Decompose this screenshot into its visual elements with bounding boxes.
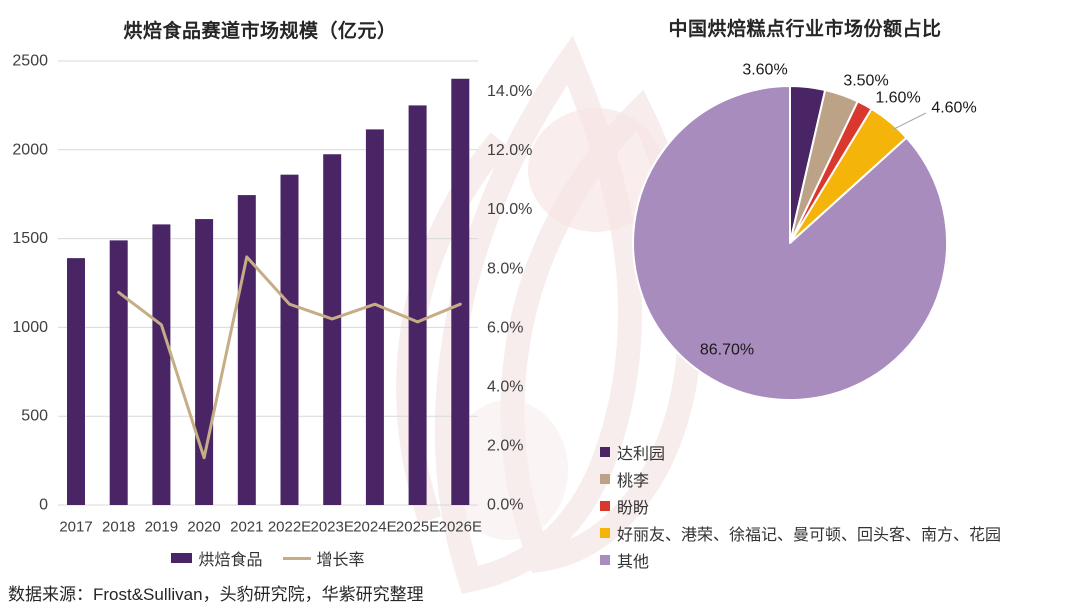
pie-legend-swatch xyxy=(600,474,610,484)
market-size-chart-title: 烘焙食品赛道市场规模（亿元） xyxy=(123,21,397,42)
market-share-pie-legend: 达利园桃李盼盼好丽友、港荣、徐福记、曼可顿、回头客、南方、花园 其他 xyxy=(600,441,1070,576)
x-axis-label: 2026E xyxy=(439,519,482,536)
pie-legend-item: 好丽友、港荣、徐福记、曼可顿、回头客、南方、花园 xyxy=(600,522,1070,544)
bar-2021 xyxy=(237,195,256,505)
x-axis-label: 2020 xyxy=(187,519,220,536)
pie-legend-label: 盼盼 xyxy=(617,500,650,517)
x-axis-label: 2022E xyxy=(268,519,311,536)
pie-legend-label: 桃李 xyxy=(617,473,650,490)
pie-percentage-label: 86.70% xyxy=(700,342,754,359)
pie-legend-label: 其他 xyxy=(617,554,650,571)
bar-2018 xyxy=(109,240,128,505)
x-axis-label: 2021 xyxy=(230,519,263,536)
pie-legend-swatch xyxy=(600,501,610,511)
pie-percentage-label: 4.60% xyxy=(931,100,976,117)
legend-item-bar-series: 烘焙食品 xyxy=(171,546,263,570)
x-axis-label: 2019 xyxy=(145,519,178,536)
x-axis-label: 2024E xyxy=(353,519,396,536)
pie-legend-item: 桃李 xyxy=(600,468,1070,490)
pie-legend-item: 达利园 xyxy=(600,441,1070,463)
y-axis-tick-label: 2000 xyxy=(12,141,48,158)
pie-legend-label: 好丽友、港荣、徐福记、曼可顿、回头客、南方、花园 xyxy=(617,527,1002,544)
x-axis-label: 2018 xyxy=(102,519,135,536)
pie-legend-item: 其他 xyxy=(600,549,1070,571)
bar-2024E xyxy=(365,129,384,505)
pie-legend-swatch xyxy=(600,447,610,457)
growth-axis-tick-label: 0.0% xyxy=(487,497,523,514)
growth-axis-tick-label: 6.0% xyxy=(487,319,523,336)
pie-legend-swatch xyxy=(600,528,610,538)
growth-axis-tick-label: 8.0% xyxy=(487,260,523,277)
y-axis-tick-label: 0 xyxy=(39,497,48,514)
bar-2023E xyxy=(323,154,342,506)
market-size-combo-chart: 0 500 1000 1500 2000 2500 0.0% 2.0% 4.0% 6.0% 8.0%… xyxy=(12,53,532,536)
growth-axis-tick-label: 2.0% xyxy=(487,437,523,454)
bar-series-label: 烘焙食品 xyxy=(198,552,263,569)
x-axis-label: 2025E xyxy=(396,519,439,536)
bar-2017 xyxy=(67,258,85,505)
bar-2025E xyxy=(408,105,427,506)
bar-2022E xyxy=(280,174,299,505)
pie-legend-item: 盼盼 xyxy=(600,495,1070,517)
growth-rate-line xyxy=(117,255,462,460)
line-series-label: 增长率 xyxy=(316,552,365,569)
growth-axis-tick-label: 12.0% xyxy=(487,142,532,159)
y-axis-tick-label: 1500 xyxy=(12,230,48,247)
source-note: 数据来源：Frost&Sullivan，头豹研究院，华紫研究整理 xyxy=(8,585,424,604)
bar-2019 xyxy=(152,224,171,505)
market-share-pie-chart: 3.60% 3.50%1.60% 4.60% 86.70% xyxy=(632,62,977,401)
pie-percentage-label: 1.60% xyxy=(875,90,920,107)
market-size-chart-legend: 烘焙食品 增长率 xyxy=(58,546,478,570)
legend-item-line-series: 增长率 xyxy=(282,546,365,570)
growth-axis-tick-label: 14.0% xyxy=(487,83,532,100)
x-axis-label: 2017 xyxy=(59,519,92,536)
y-axis-tick-label: 500 xyxy=(21,408,48,425)
line-series-swatch xyxy=(282,556,311,560)
x-axis-label: 2023E xyxy=(311,519,354,536)
pie-percentage-label: 3.60% xyxy=(742,62,787,79)
y-axis-tick-label: 2500 xyxy=(12,53,48,70)
pie-slice-5 xyxy=(632,85,949,401)
y-axis-tick-label: 1000 xyxy=(12,319,48,336)
pie-legend-label: 达利园 xyxy=(617,446,666,463)
pie-legend-swatch xyxy=(600,555,610,565)
market-share-chart-title: 中国烘焙糕点行业市场份额占比 xyxy=(668,19,942,40)
bar-2026E xyxy=(451,78,470,505)
growth-axis-tick-label: 4.0% xyxy=(487,378,523,395)
bar-series-swatch xyxy=(171,553,193,563)
growth-axis-tick-label: 10.0% xyxy=(487,201,532,218)
bar-2020 xyxy=(195,219,214,505)
pie-percentage-label: 3.50% xyxy=(843,73,888,90)
label-leader-line xyxy=(893,112,927,130)
